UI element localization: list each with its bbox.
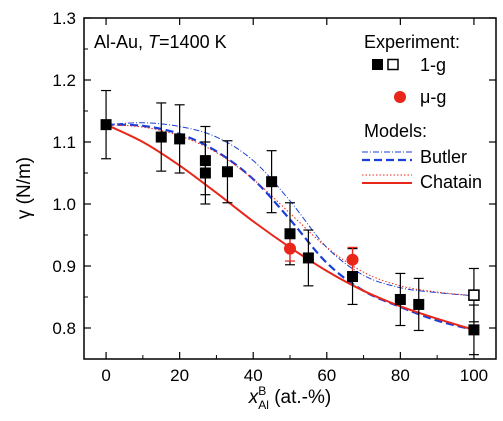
- legend-butler-label: Butler: [420, 147, 467, 167]
- data-point-mug: [284, 242, 296, 255]
- data-point-mug: [346, 253, 359, 266]
- legend-filled-square-icon: [372, 59, 383, 70]
- annotation-t: T: [148, 32, 161, 52]
- legend-chatain-label: Chatain: [420, 172, 482, 192]
- legend-red-circle-icon: [394, 91, 406, 103]
- data-point-1g: [468, 324, 480, 336]
- model-curve-butler-dash-dot-thin: [106, 122, 474, 297]
- x-tick-label: 60: [317, 366, 336, 385]
- data-point-1g: [155, 131, 167, 143]
- data-point-1g: [266, 176, 278, 188]
- x-axis-var: x: [248, 387, 260, 408]
- data-point-1g: [199, 167, 211, 179]
- x-axis-sup: B: [258, 384, 266, 398]
- data-point-1g: [347, 271, 359, 283]
- y-tick-label: 1.3: [52, 9, 76, 28]
- system-annotation: Al-Au, T=1400 K: [94, 32, 227, 52]
- y-axis-label: γ (N/m): [14, 157, 35, 219]
- x-tick-label: 20: [170, 366, 189, 385]
- data-point-1g-open: [468, 289, 480, 301]
- x-tick-label: 0: [101, 366, 110, 385]
- x-axis-sub: Al: [258, 398, 269, 412]
- x-axis-label: xB Al (at.-%): [248, 384, 331, 412]
- x-tick-label: 40: [244, 366, 263, 385]
- y-tick-label: 0.8: [52, 319, 76, 338]
- axis-ticks: 0 20 40 60 80 100 0.8 0.9 1.0 1.1 1.2 1.3: [52, 9, 496, 385]
- data-point-1g: [394, 293, 406, 305]
- annotation-system: Al-Au,: [94, 32, 148, 52]
- legend: Experiment: 1-g μ-g Models: Butler Chata…: [362, 32, 482, 192]
- legend-mug-label: μ-g: [420, 87, 446, 107]
- y-tick-label: 1.0: [52, 195, 76, 214]
- legend-1g-label: 1-g: [420, 55, 446, 75]
- x-axis-rest: (at.-%): [269, 387, 331, 408]
- data-point-1g: [199, 155, 211, 167]
- x-tick-label: 80: [391, 366, 410, 385]
- annotation-t-value: =1400 K: [159, 32, 227, 52]
- y-tick-label: 0.9: [52, 257, 76, 276]
- y-tick-label: 1.2: [52, 71, 76, 90]
- legend-experiment-title: Experiment:: [364, 32, 460, 52]
- data-point-1g: [302, 252, 314, 264]
- legend-open-square-icon: [387, 58, 399, 71]
- x-tick-label: 100: [460, 366, 488, 385]
- data-point-1g: [221, 166, 233, 178]
- data-point-1g: [100, 119, 112, 131]
- data-point-1g: [174, 133, 186, 145]
- plot-area: [83, 17, 497, 360]
- data-point-1g: [284, 228, 296, 240]
- data-point-1g: [413, 298, 425, 310]
- legend-models-title: Models:: [364, 121, 427, 141]
- y-tick-label: 1.1: [52, 133, 76, 152]
- data-markers: [100, 119, 480, 336]
